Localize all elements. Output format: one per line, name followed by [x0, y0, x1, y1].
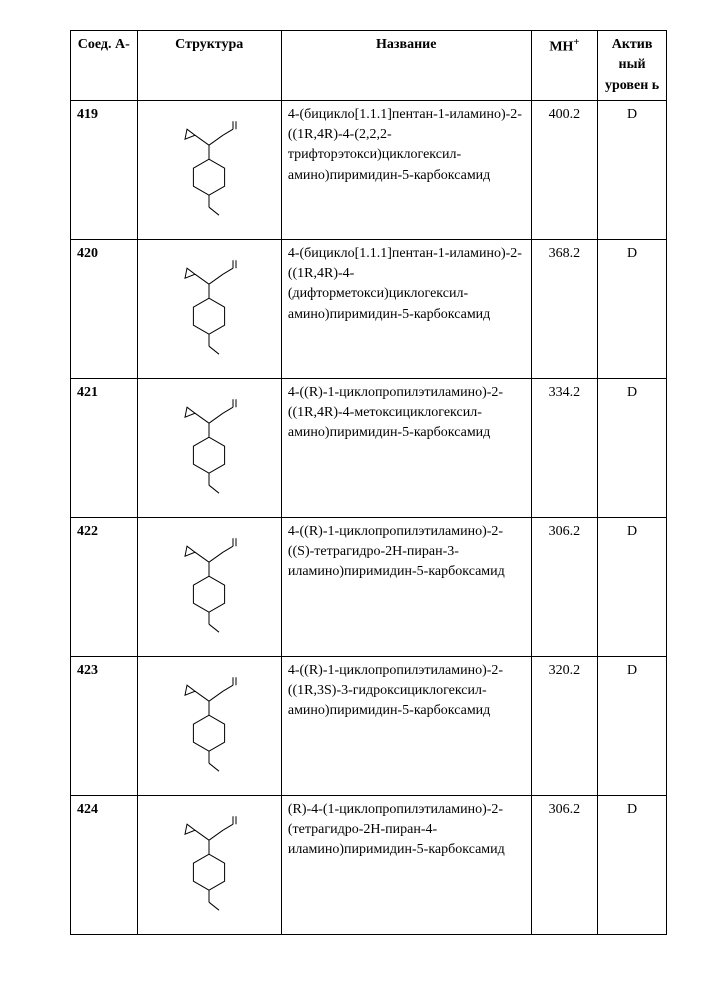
col-header-name: Название: [281, 31, 531, 101]
compound-activity: D: [598, 795, 667, 934]
structure-placeholder: [164, 109, 254, 226]
compound-name: 4-(бицикло[1.1.1]пентан-1-иламино)-2-((1…: [281, 100, 531, 239]
compound-name: 4-((R)-1-циклопропилэтиламино)-2-((1R,4R…: [281, 378, 531, 517]
structure-svg: [164, 109, 254, 219]
compound-table: Соед. А- Структура Название MH+ Актив ны…: [70, 30, 667, 935]
compound-id: 421: [71, 378, 138, 517]
col-header-id: Соед. А-: [71, 31, 138, 101]
compound-id: 419: [71, 100, 138, 239]
compound-mh: 334.2: [531, 378, 598, 517]
compound-structure: [137, 795, 281, 934]
compound-mh: 306.2: [531, 795, 598, 934]
mh-sup: +: [573, 37, 579, 48]
compound-id: 420: [71, 239, 138, 378]
table-row: 419 4-(бицикло[1.1.1]пентан-1-иламино)-2…: [71, 100, 667, 239]
page: Соед. А- Структура Название MH+ Актив ны…: [0, 0, 707, 965]
structure-svg: [164, 387, 254, 497]
compound-activity: D: [598, 378, 667, 517]
compound-structure: [137, 100, 281, 239]
structure-placeholder: [164, 665, 254, 782]
compound-id: 422: [71, 517, 138, 656]
compound-activity: D: [598, 239, 667, 378]
structure-svg: [164, 665, 254, 775]
compound-mh: 320.2: [531, 656, 598, 795]
table-row: 424 (R)-4-(1-циклопропилэтиламино)-2-(те…: [71, 795, 667, 934]
structure-svg: [164, 526, 254, 636]
compound-name: 4-((R)-1-циклопропилэтиламино)-2-((1R,3S…: [281, 656, 531, 795]
compound-structure: [137, 378, 281, 517]
compound-id: 423: [71, 656, 138, 795]
structure-placeholder: [164, 804, 254, 921]
compound-name: 4-((R)-1-циклопропилэтиламино)-2-((S)-те…: [281, 517, 531, 656]
compound-id: 424: [71, 795, 138, 934]
col-header-structure: Структура: [137, 31, 281, 101]
compound-activity: D: [598, 656, 667, 795]
compound-structure: [137, 656, 281, 795]
compound-mh: 368.2: [531, 239, 598, 378]
structure-svg: [164, 804, 254, 914]
structure-placeholder: [164, 526, 254, 643]
table-header-row: Соед. А- Структура Название MH+ Актив ны…: [71, 31, 667, 101]
compound-structure: [137, 239, 281, 378]
compound-name: (R)-4-(1-циклопропилэтиламино)-2-(тетраг…: [281, 795, 531, 934]
table-row: 420 4-(бицикло[1.1.1]пентан-1-иламино)-2…: [71, 239, 667, 378]
structure-svg: [164, 248, 254, 358]
table-row: 423 4-((R)-1-циклопропилэтиламино)-2-((1…: [71, 656, 667, 795]
compound-name: 4-(бицикло[1.1.1]пентан-1-иламино)-2-((1…: [281, 239, 531, 378]
mh-label: MH: [549, 40, 573, 55]
compound-activity: D: [598, 100, 667, 239]
col-header-activity: Актив ный уровен ь: [598, 31, 667, 101]
table-body: 419 4-(бицикло[1.1.1]пентан-1-иламино)-2…: [71, 100, 667, 934]
table-row: 421 4-((R)-1-циклопропилэтиламино)-2-((1…: [71, 378, 667, 517]
col-header-mh: MH+: [531, 31, 598, 101]
table-row: 422 4-((R)-1-циклопропилэтиламино)-2-((S…: [71, 517, 667, 656]
compound-mh: 400.2: [531, 100, 598, 239]
structure-placeholder: [164, 248, 254, 365]
compound-activity: D: [598, 517, 667, 656]
compound-mh: 306.2: [531, 517, 598, 656]
structure-placeholder: [164, 387, 254, 504]
compound-structure: [137, 517, 281, 656]
